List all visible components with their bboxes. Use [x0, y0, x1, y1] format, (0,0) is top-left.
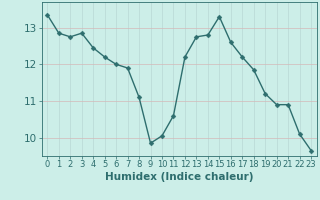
X-axis label: Humidex (Indice chaleur): Humidex (Indice chaleur) [105, 172, 253, 182]
